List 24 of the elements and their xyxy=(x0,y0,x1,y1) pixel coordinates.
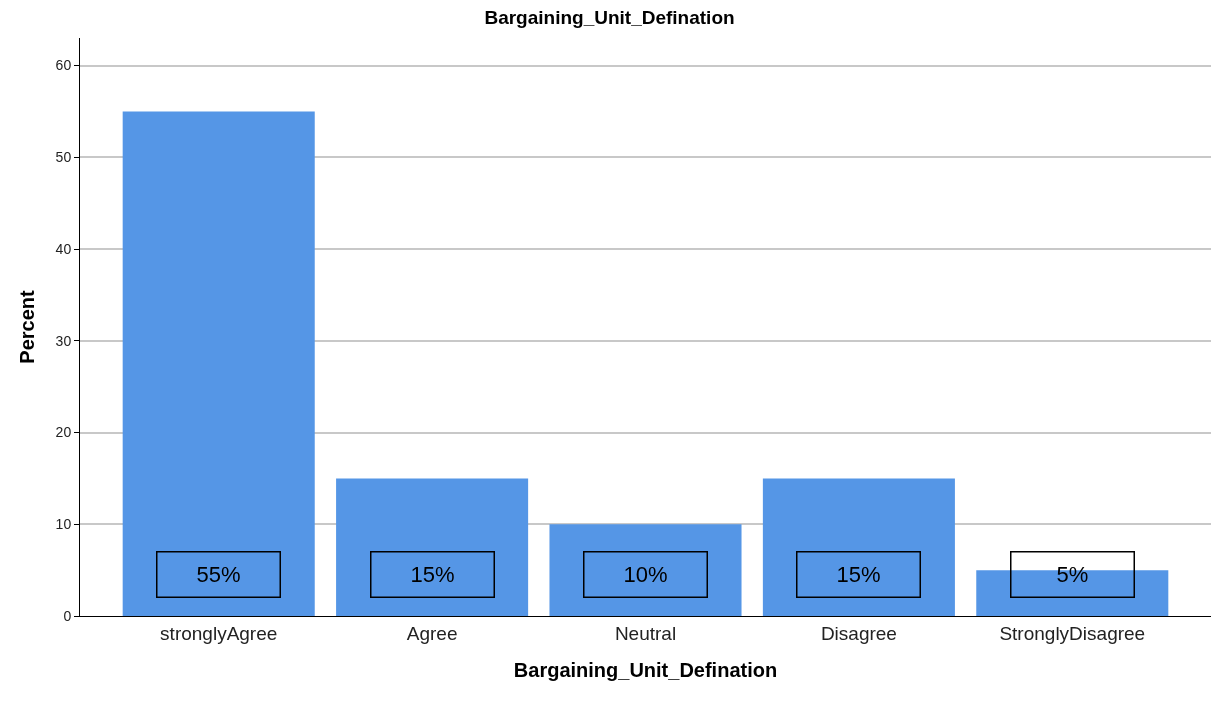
y-tick-label: 20 xyxy=(55,424,72,441)
x-tick-label: Disagree xyxy=(820,622,897,644)
data-label: 15% xyxy=(410,562,455,587)
y-tick-label: 30 xyxy=(55,332,72,349)
x-tick-label: Agree xyxy=(406,622,458,644)
bar xyxy=(762,478,955,616)
x-tick-label: stronglyAgree xyxy=(160,622,278,644)
y-tick-label: 10 xyxy=(55,516,72,533)
x-axis-title: Bargaining_Unit_Defination xyxy=(513,659,778,682)
y-tick-label: 60 xyxy=(55,57,72,74)
y-axis-title: Percent xyxy=(16,289,39,364)
y-tick-label: 0 xyxy=(63,607,72,624)
data-label: 10% xyxy=(623,562,668,587)
data-label: 5% xyxy=(1056,562,1089,587)
y-tick-label: 40 xyxy=(55,240,72,257)
chart-title: Bargaining_Unit_Defination xyxy=(484,6,735,28)
bar xyxy=(549,524,742,616)
data-label: 55% xyxy=(196,562,241,587)
x-tick-label: StronglyDisagree xyxy=(999,622,1146,644)
y-tick-label: 50 xyxy=(55,149,72,166)
x-tick-label: Neutral xyxy=(614,622,677,644)
data-label: 15% xyxy=(836,562,881,587)
bar xyxy=(336,478,529,616)
bar xyxy=(122,111,315,616)
